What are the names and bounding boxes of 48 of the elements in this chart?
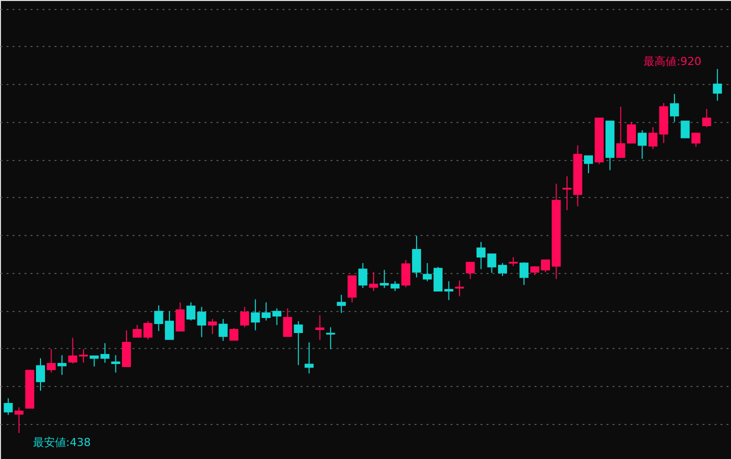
candlestick	[520, 262, 529, 286]
candlestick	[46, 348, 56, 374]
candlestick	[154, 304, 164, 332]
candlestick	[143, 320, 152, 340]
candlestick	[476, 241, 486, 270]
candlestick	[358, 262, 368, 289]
candlestick	[326, 326, 336, 350]
candlestick	[218, 318, 228, 342]
candlestick	[670, 93, 679, 122]
candlestick	[369, 272, 378, 292]
candlestick	[57, 354, 66, 376]
candlestick	[444, 280, 454, 301]
candlestick	[68, 337, 78, 364]
candlestick	[336, 294, 346, 314]
candlestick	[78, 348, 88, 364]
candlestick	[315, 314, 324, 341]
candlestick	[100, 342, 110, 364]
candlestick	[702, 108, 712, 128]
candlestick	[176, 302, 185, 332]
candlestick	[304, 342, 314, 374]
candlestick	[283, 308, 292, 337]
candlestick	[14, 406, 24, 434]
candlestick	[4, 398, 13, 416]
candlestick	[455, 280, 464, 297]
candlestick	[466, 262, 475, 280]
candlestick	[294, 320, 303, 366]
candlestick	[240, 306, 250, 328]
candlestick	[132, 324, 142, 338]
candlestick	[401, 260, 410, 288]
candlestick	[90, 355, 99, 368]
candlestick	[691, 132, 700, 148]
candlestick	[111, 354, 120, 374]
candlestick	[348, 275, 357, 303]
text: 最高値:920	[644, 55, 702, 68]
candlestick	[36, 358, 45, 392]
candlestick	[712, 68, 722, 102]
candlestick	[626, 121, 636, 144]
candlestick	[412, 235, 422, 278]
candlestick	[680, 120, 690, 138]
candlestick	[229, 328, 238, 341]
candlestick	[164, 310, 174, 340]
candlestick	[616, 106, 626, 158]
candlestick	[508, 256, 518, 267]
candlestick	[638, 130, 647, 160]
candlestick	[584, 155, 593, 174]
text: 最安値:438	[33, 436, 91, 449]
candlestick	[272, 308, 282, 326]
candlestick	[208, 318, 217, 335]
